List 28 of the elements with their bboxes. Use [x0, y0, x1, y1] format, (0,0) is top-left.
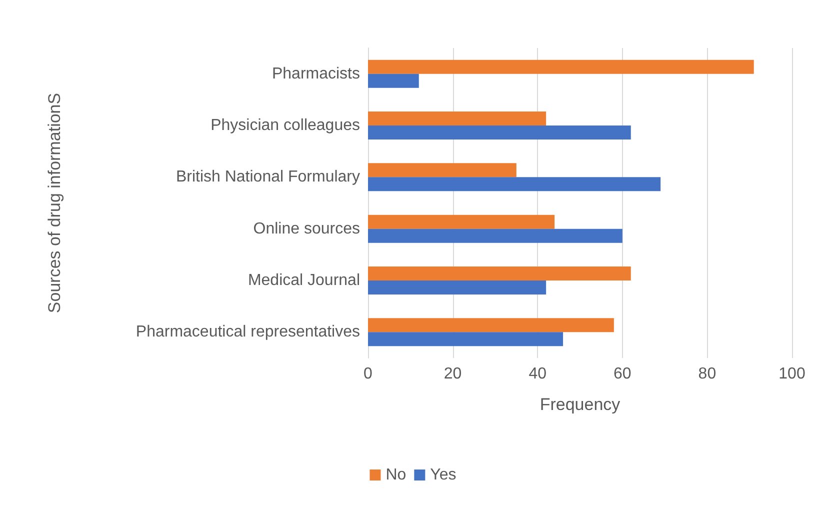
x-tick-label: 100	[778, 366, 806, 382]
bar	[368, 112, 546, 126]
legend-label: No	[386, 466, 406, 484]
x-axis-title: Frequency	[540, 395, 621, 414]
bar	[368, 126, 631, 140]
x-tick-label: 0	[364, 366, 373, 382]
y-tick-label: Online sources	[253, 220, 360, 238]
bar	[368, 60, 754, 74]
bar	[368, 214, 555, 229]
y-tick-label: Pharmacists	[272, 65, 360, 82]
bar	[368, 332, 564, 346]
x-tick-label: 40	[528, 366, 547, 382]
y-tick-label: Medical Journal	[248, 272, 360, 289]
y-tick-label: Physician colleagues	[210, 117, 360, 134]
bar	[368, 266, 631, 280]
y-tick-label: Pharmaceutical representatives	[136, 324, 360, 341]
bar	[368, 177, 661, 192]
bar	[368, 163, 516, 178]
y-axis-title: Sources of drug informationS	[45, 92, 64, 314]
y-tick-label: British National Formulary	[176, 168, 360, 186]
x-tick-label: 60	[614, 366, 632, 382]
x-tick-label: 80	[698, 366, 716, 382]
x-tick-label: 20	[444, 366, 462, 382]
bar	[368, 228, 622, 243]
bar	[368, 74, 419, 88]
bar	[368, 318, 614, 332]
legend-label: Yes	[430, 466, 456, 484]
bar	[368, 280, 546, 294]
